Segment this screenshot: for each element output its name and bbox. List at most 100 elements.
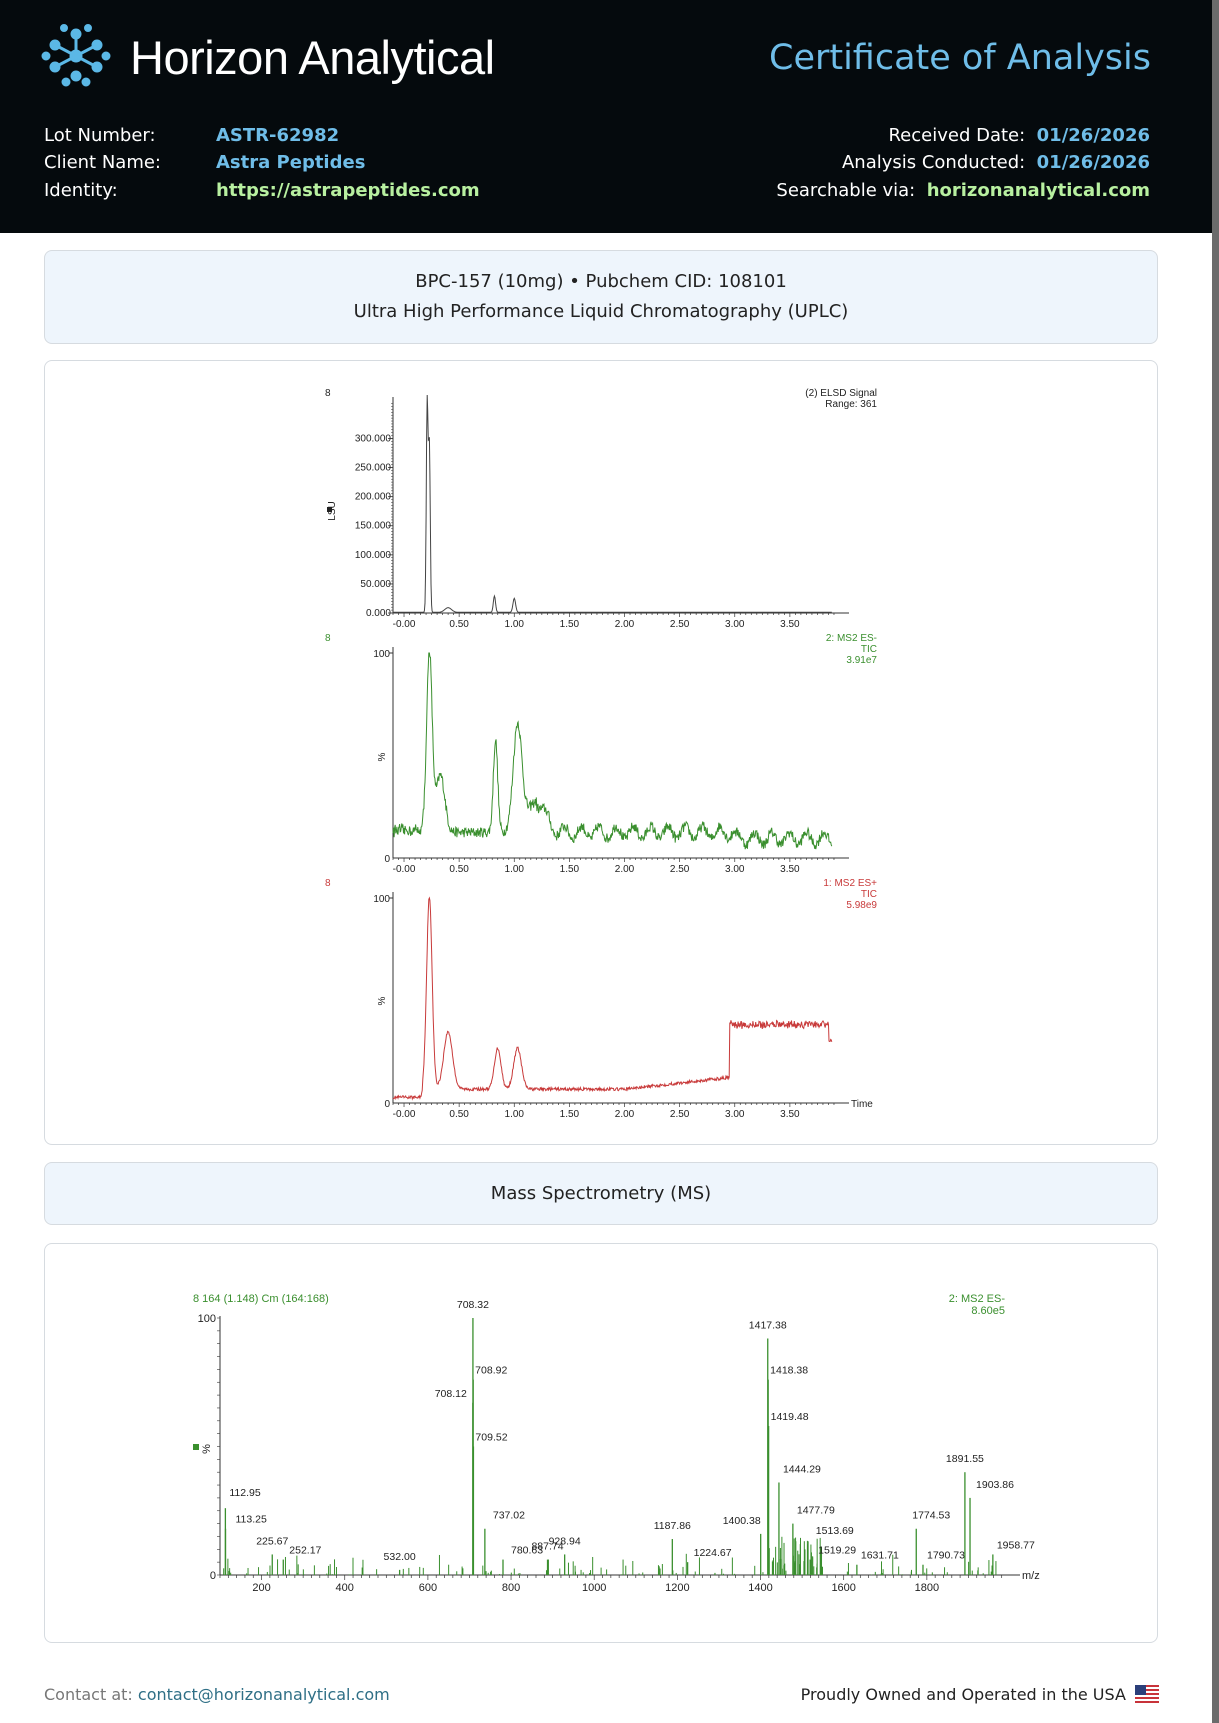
series-subtitle: TIC — [861, 644, 877, 655]
corner-label: 8 — [325, 878, 331, 889]
peak-label: 887.74 — [531, 1541, 563, 1553]
mass-spectrum-plot: 200 400 600 800 1000 1200 1400 1600 1800 0 100% m/z… — [193, 1293, 1040, 1594]
uplc-title-panel: BPC-157 (10mg) • Pubchem CID: 108101 Ult… — [44, 250, 1158, 344]
x-tick-label: 400 — [336, 1582, 354, 1594]
peak-label: 1790.73 — [927, 1550, 965, 1562]
analysis-label: Analysis Conducted: — [841, 152, 1026, 173]
series-title: (2) ELSD Signal — [805, 388, 877, 399]
x-tick-label: 3.00 — [725, 1109, 745, 1120]
series-subtitle: Range: 361 — [825, 399, 877, 410]
x-tick-label: 1800 — [915, 1582, 939, 1594]
peak-label: 1224.67 — [694, 1547, 732, 1559]
peak-label: 252.17 — [289, 1545, 321, 1557]
x-tick-label: 1.50 — [560, 619, 580, 630]
peak-label: 1774.53 — [912, 1510, 950, 1522]
searchable-label: Searchable via: — [776, 180, 916, 201]
brand-name: Horizon Analytical — [130, 31, 495, 84]
uplc-chart-panel: -0.00 0.50 1.00 1.50 2.00 2.50 3.00 3.50 0.000 50… — [44, 360, 1158, 1145]
ms-chart-panel: 200 400 600 800 1000 1200 1400 1600 1800 0 100% m/z… — [44, 1243, 1158, 1643]
x-tick-label: 2.00 — [615, 1109, 635, 1120]
y-tick-label: 100 — [373, 894, 390, 905]
x-tick-label: 1.00 — [505, 864, 525, 875]
y-tick-label: 0 — [384, 1099, 390, 1110]
es-negative-chart: -0.00 0.50 1.00 1.50 2.00 2.50 3.00 3.50 0 100% 8 2… — [325, 633, 877, 875]
peak-label: 1631.71 — [861, 1550, 899, 1562]
ms-marker — [193, 1444, 199, 1450]
es-negative-trace — [392, 652, 833, 850]
x-tick-label: -0.00 — [393, 619, 416, 630]
x-tick-label: 1600 — [831, 1582, 855, 1594]
searchable-link[interactable]: horizonanalytical.com — [926, 180, 1150, 201]
y-tick-label: 50.000 — [360, 579, 391, 590]
peak-label: 1958.77 — [997, 1539, 1035, 1551]
peak-label: 1444.29 — [783, 1463, 821, 1475]
client-name: Astra Peptides — [216, 152, 366, 173]
elsd-trace — [393, 394, 832, 613]
client-label: Client Name: — [44, 152, 161, 173]
es-positive-chart: -0.00 0.50 1.00 1.50 2.00 2.50 3.00 3.50 0 100% 8 1… — [325, 878, 877, 1120]
footer-contact: Contact at: contact@horizonanalytical.co… — [44, 1685, 390, 1704]
y-axis-label: LSU — [327, 501, 338, 520]
y-tick-label: 100 — [198, 1313, 216, 1325]
y-tick-label: 100 — [373, 649, 390, 660]
peak-label: 1891.55 — [946, 1453, 984, 1465]
elsd-marker — [327, 507, 332, 512]
tagline-text: Proudly Owned and Operated in the USA — [800, 1685, 1126, 1704]
y-tick-label: 250.000 — [355, 463, 392, 474]
document-title: Certificate of Analysis — [769, 38, 1151, 78]
contact-label: Contact at: — [44, 1685, 133, 1704]
page-edge — [1212, 0, 1219, 1723]
x-tick-label: 3.50 — [780, 864, 800, 875]
x-tick-label: 1.50 — [560, 1109, 580, 1120]
x-tick-label: 3.50 — [780, 619, 800, 630]
identity-link[interactable]: https://astrapeptides.com — [216, 180, 480, 201]
y-axis-label: % — [377, 996, 388, 1005]
peak-label: 737.02 — [493, 1510, 525, 1522]
corner-label: 8 — [325, 388, 331, 399]
series-title: 2: MS2 ES- — [826, 633, 877, 644]
peak-label: 780.63 — [511, 1545, 543, 1557]
analysis-date: 01/26/2026 — [1036, 152, 1150, 173]
elsd-chart: -0.00 0.50 1.00 1.50 2.00 2.50 3.00 3.50 0.000 50… — [325, 388, 877, 630]
x-tick-label: 800 — [502, 1582, 520, 1594]
y-tick-label: 0 — [210, 1570, 216, 1582]
peak-label: 532.00 — [384, 1551, 416, 1563]
x-tick-label: 1000 — [582, 1582, 606, 1594]
x-tick-label: 1400 — [748, 1582, 772, 1594]
x-tick-label: 2.00 — [615, 619, 635, 630]
peak-label: 708.32 — [457, 1299, 489, 1311]
x-axis-label: m/z — [1022, 1570, 1040, 1582]
x-tick-label: 3.00 — [725, 619, 745, 630]
series-scale: 3.91e7 — [846, 655, 877, 666]
x-tick-label: 3.00 — [725, 864, 745, 875]
peak-label: 113.25 — [236, 1514, 267, 1526]
peak-label: 1513.69 — [816, 1525, 854, 1537]
received-date: 01/26/2026 — [1036, 125, 1150, 146]
received-row: Received Date: 01/26/2026 — [888, 125, 1150, 146]
searchable-row: Searchable via: horizonanalytical.com — [776, 180, 1150, 201]
x-tick-label: 2.50 — [670, 864, 690, 875]
x-tick-label: -0.00 — [393, 1109, 416, 1120]
product-line: BPC-157 (10mg) • Pubchem CID: 108101 — [415, 271, 787, 292]
peak-label: 708.12 — [435, 1388, 467, 1400]
y-tick-label: 300.000 — [355, 433, 392, 444]
x-tick-label: 2.50 — [670, 1109, 690, 1120]
peak-label: 1419.48 — [771, 1411, 809, 1423]
mass-spectrum: 200 400 600 800 1000 1200 1400 1600 1800 0 100% m/z… — [193, 1293, 1040, 1594]
x-axis-label: Time — [851, 1099, 873, 1110]
lot-number: ASTR-62982 — [216, 125, 340, 146]
certificate-header: Horizon Analytical Certificate of Analys… — [0, 0, 1212, 233]
contact-email[interactable]: contact@horizonanalytical.com — [137, 1685, 390, 1704]
peak-label: 1400.38 — [723, 1515, 761, 1527]
uplc-chromatograms: -0.00 0.50 1.00 1.50 2.00 2.50 3.00 3.50 0.000 50… — [325, 388, 877, 1120]
ms-title: Mass Spectrometry (MS) — [490, 1183, 712, 1204]
peak-label: 1187.86 — [654, 1520, 691, 1532]
peak-label: 1417.38 — [749, 1320, 787, 1332]
spectrum-title: 8 164 (1.148) Cm (164:168) — [193, 1293, 329, 1305]
series-title: 1: MS2 ES+ — [823, 878, 877, 889]
horizon-logo-icon — [41, 24, 111, 87]
x-tick-label: 0.50 — [449, 619, 469, 630]
x-tick-label: -0.00 — [393, 864, 416, 875]
y-tick-label: 100.000 — [355, 550, 392, 561]
x-tick-label: 1.00 — [505, 619, 525, 630]
